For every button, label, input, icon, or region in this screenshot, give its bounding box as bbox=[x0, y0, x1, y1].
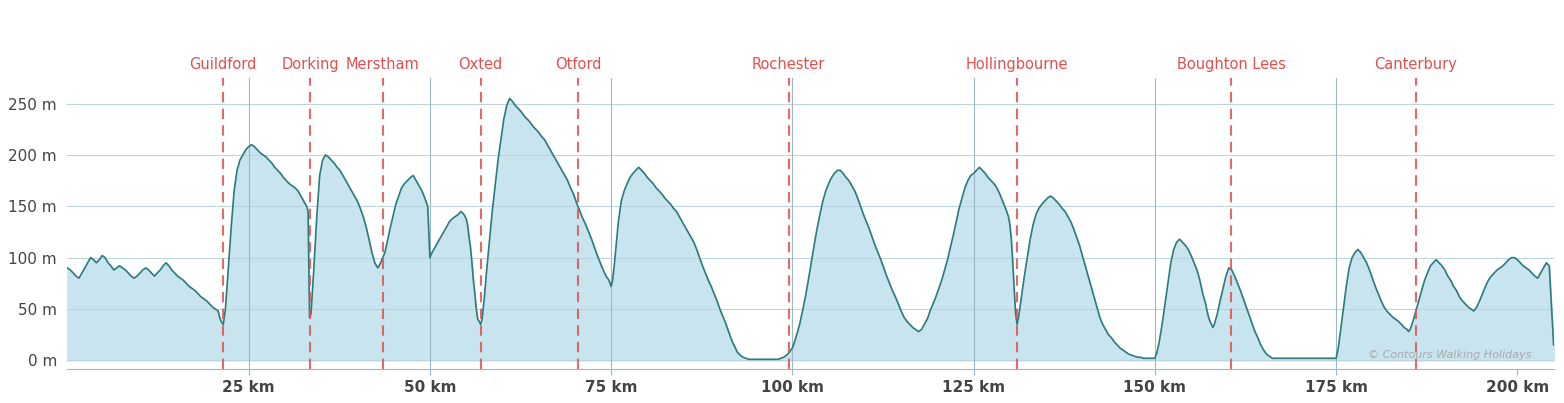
Text: Oxted: Oxted bbox=[458, 57, 502, 72]
Text: Boughton Lees: Boughton Lees bbox=[1176, 57, 1286, 72]
Text: Otford: Otford bbox=[555, 57, 602, 72]
Text: Hollingbourne: Hollingbourne bbox=[967, 57, 1068, 72]
Text: Canterbury: Canterbury bbox=[1375, 57, 1458, 72]
Text: Merstham: Merstham bbox=[346, 57, 419, 72]
Text: Guildford: Guildford bbox=[189, 57, 256, 72]
Text: Rochester: Rochester bbox=[752, 57, 826, 72]
Text: Dorking: Dorking bbox=[282, 57, 339, 72]
Text: © Contours Walking Holidays: © Contours Walking Holidays bbox=[1368, 350, 1531, 360]
